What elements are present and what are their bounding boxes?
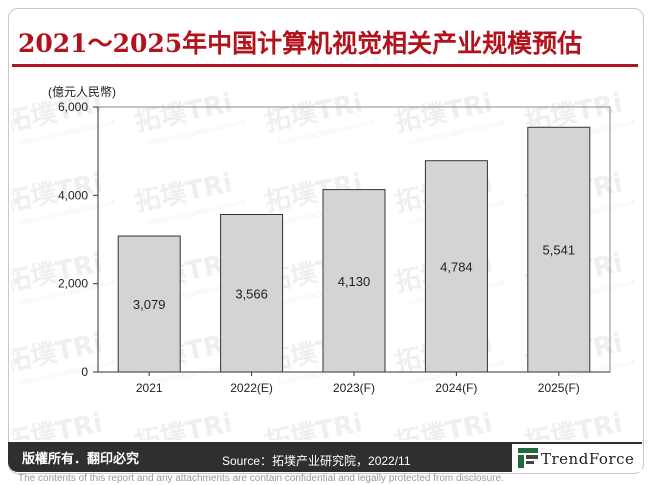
x-tick-label: 2024(F): [435, 381, 477, 395]
bar: [220, 214, 284, 373]
bar-value-label: 5,541: [543, 243, 576, 258]
x-tick-label: 2021: [136, 381, 163, 395]
bar-value-label: 4,784: [440, 259, 473, 274]
bar: [322, 189, 386, 373]
source-note: Source：拓墣产业研究院，2022/11: [222, 454, 411, 468]
y-tick-label: 0: [81, 365, 88, 379]
trendforce-logo-icon: [518, 448, 538, 468]
disclaimer: The contents of this report and any atta…: [18, 473, 504, 484]
bar-value-label: 4,130: [338, 274, 371, 289]
page-title: 2021～2025年中国计算机视觉相关产业规模预估: [18, 29, 583, 58]
bar: [117, 235, 181, 373]
bar: [424, 160, 488, 373]
x-tick-label: 2022(E): [230, 381, 273, 395]
y-axis-label: (億元人民幣): [48, 85, 116, 99]
bar-value-label: 3,079: [133, 297, 166, 312]
x-tick-label: 2025(F): [538, 381, 580, 395]
y-tick-label: 4,000: [58, 188, 88, 202]
copyright-notice: 版權所有．翻印必究: [22, 451, 140, 466]
brand-name: TrendForce: [541, 450, 635, 468]
bar: [527, 126, 591, 373]
bar-value-label: 3,566: [235, 286, 268, 301]
x-tick-label: 2023(F): [333, 381, 375, 395]
title-divider: [12, 64, 638, 67]
y-tick-label: 2,000: [58, 277, 88, 291]
y-tick-label: 6,000: [58, 100, 88, 114]
